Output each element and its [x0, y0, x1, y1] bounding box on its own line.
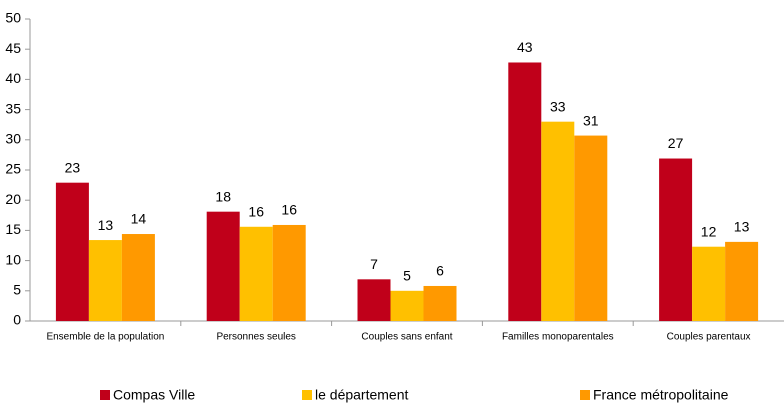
bar — [357, 279, 391, 321]
value-label: 43 — [517, 39, 533, 55]
legend-swatch — [100, 390, 110, 400]
legend-swatch — [580, 390, 590, 400]
y-tick-label: 20 — [5, 191, 21, 207]
bar — [541, 121, 575, 322]
bar — [272, 224, 306, 321]
legend-swatch — [302, 390, 312, 400]
bar — [692, 246, 726, 321]
x-tick-label: Familles monoparentales — [502, 332, 614, 343]
x-tick-label: Couples sans enfant — [361, 332, 452, 343]
y-tick-label: 15 — [5, 221, 21, 237]
x-tick-label: Ensemble de la population — [46, 332, 164, 343]
bar — [659, 158, 693, 321]
x-tick-label: Personnes seules — [216, 332, 296, 343]
legend-label: le département — [315, 387, 409, 403]
value-label: 18 — [215, 188, 231, 204]
bar — [55, 182, 89, 321]
value-label: 13 — [98, 217, 114, 233]
bar — [574, 135, 608, 321]
y-tick-label: 25 — [5, 161, 21, 177]
bar — [423, 285, 457, 321]
y-tick-label: 10 — [5, 251, 21, 267]
value-label: 33 — [550, 98, 566, 114]
legend-label: Compas Ville — [113, 387, 195, 403]
value-label: 6 — [436, 263, 444, 279]
value-label: 13 — [734, 219, 750, 235]
legend-label: France métropolitaine — [593, 387, 729, 403]
y-tick-label: 35 — [5, 100, 21, 116]
value-label: 16 — [281, 202, 297, 218]
value-label: 23 — [65, 159, 81, 175]
value-label: 31 — [583, 112, 599, 128]
y-tick-label: 40 — [5, 70, 21, 86]
value-label: 14 — [131, 211, 147, 227]
y-tick-label: 45 — [5, 40, 21, 56]
y-tick-label: 5 — [13, 282, 21, 298]
bar — [206, 211, 240, 321]
bar — [725, 241, 759, 321]
x-tick-label: Couples parentaux — [667, 332, 751, 343]
bar — [121, 234, 155, 321]
y-tick-label: 30 — [5, 131, 21, 147]
value-label: 12 — [701, 223, 717, 239]
value-label: 7 — [370, 256, 378, 272]
bar — [88, 240, 122, 321]
bar — [390, 290, 424, 321]
value-label: 27 — [668, 135, 684, 151]
bar — [508, 62, 542, 321]
value-label: 16 — [248, 203, 264, 219]
y-tick-label: 50 — [5, 10, 21, 26]
bar — [239, 226, 273, 321]
y-tick-label: 0 — [13, 312, 21, 328]
value-label: 5 — [403, 268, 411, 284]
